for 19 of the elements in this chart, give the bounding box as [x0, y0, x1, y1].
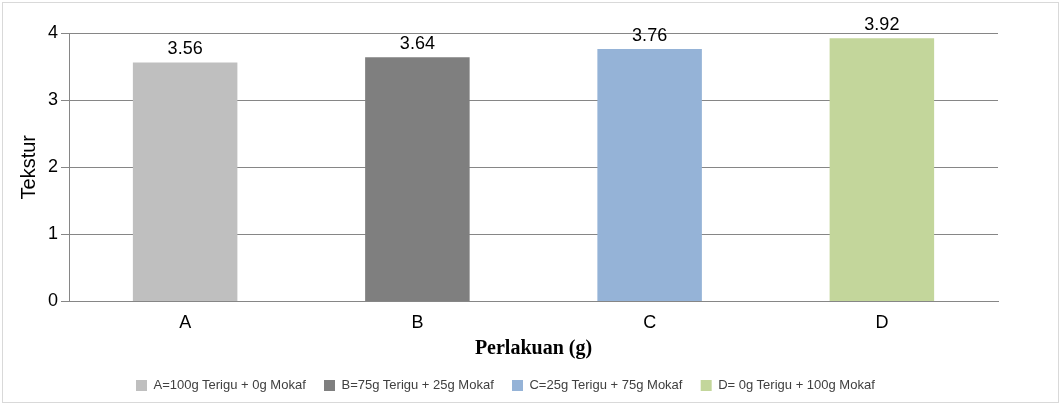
y-tick-label: 1 [48, 223, 59, 244]
x-tick-label: A [179, 312, 192, 333]
x-tick-label: B [411, 312, 424, 333]
y-tick-label: 2 [48, 156, 59, 177]
legend-label: B=75g Terigu + 25g Mokaf [341, 377, 495, 393]
legend-label: D= 0g Terigu + 100g Mokaf [718, 377, 876, 393]
y-tick-label: 3 [48, 89, 59, 110]
y-tick-label: 0 [48, 290, 59, 311]
x-tick-label: C [643, 312, 657, 333]
legend-label: C=25g Terigu + 75g Mokaf [529, 377, 683, 393]
y-axis-title: Tekstur [16, 134, 39, 200]
y-tick-label: 4 [48, 21, 59, 42]
data-label: 3.92 [864, 14, 900, 35]
x-tick-label: D [875, 312, 889, 333]
x-axis-title: Perlakuan (g) [474, 336, 593, 360]
data-label: 3.76 [632, 25, 668, 46]
data-label: 3.56 [167, 38, 203, 59]
legend-label: A=100g Terigu + 0g Mokaf [153, 377, 307, 393]
data-label: 3.64 [399, 33, 435, 54]
